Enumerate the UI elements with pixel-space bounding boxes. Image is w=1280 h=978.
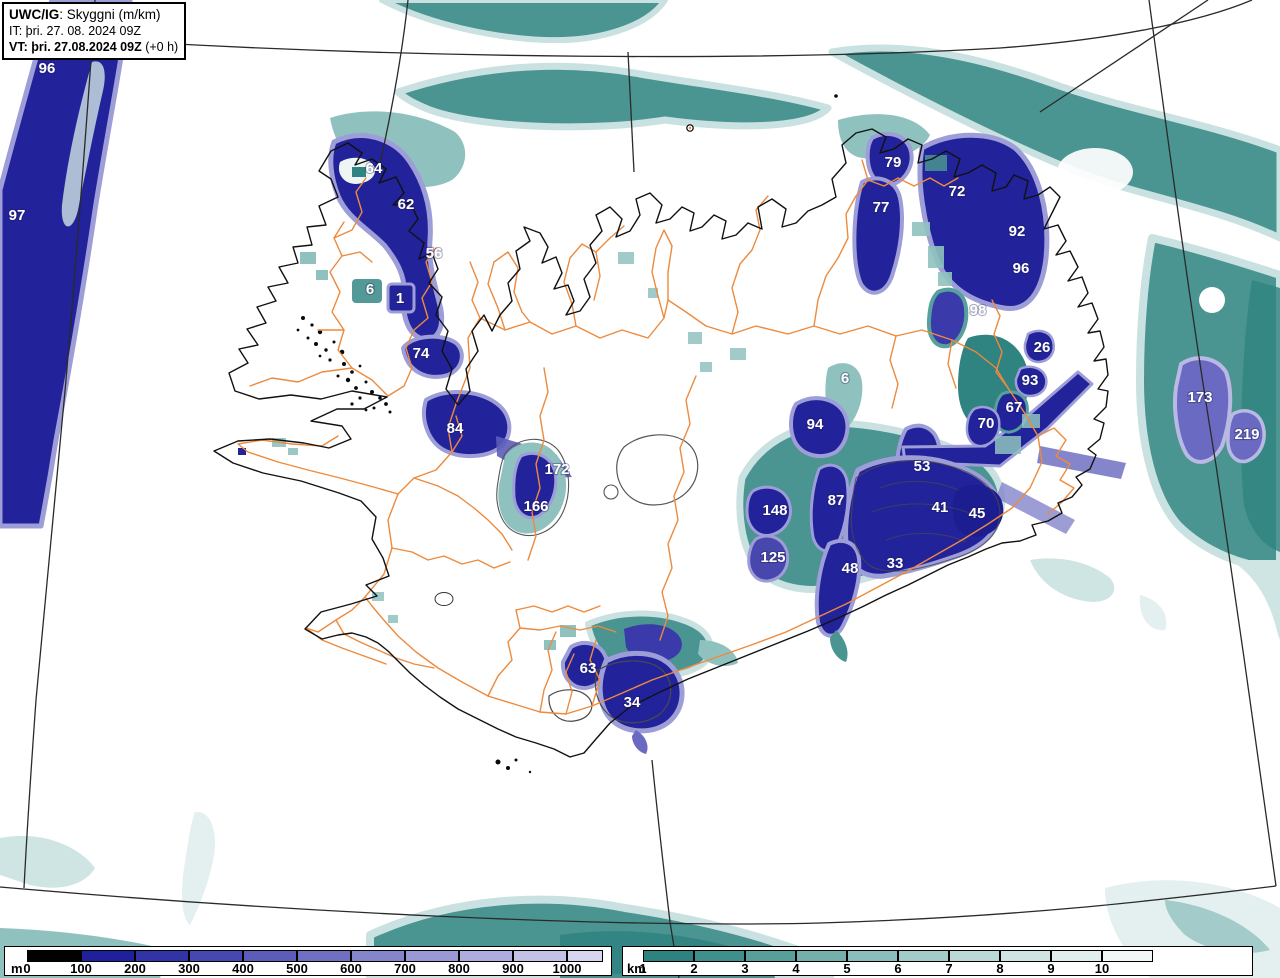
- map-value-label: 63: [580, 660, 597, 677]
- map-value-label: 219: [1234, 426, 1259, 443]
- legend-segment: [459, 950, 513, 962]
- legend-segment: [643, 950, 694, 962]
- legend-segment: [949, 950, 1000, 962]
- map-value-label: 34: [624, 694, 641, 711]
- product-title: UWC/IG: Skyggni (m/km): [9, 6, 178, 23]
- legend-segment: [189, 950, 243, 962]
- map-value-label: 84: [447, 420, 464, 437]
- legend-segment: [405, 950, 459, 962]
- map-value-label: 166: [523, 498, 548, 515]
- legend-tick-label: 100: [70, 961, 92, 976]
- legend-tick-label: 0: [23, 961, 31, 976]
- legend-segment: [745, 950, 796, 962]
- map-value-label: 98: [970, 302, 987, 319]
- map-value-label: 70: [978, 415, 995, 432]
- map-value-label: 41: [932, 499, 949, 516]
- legend-tick-label: 700: [394, 961, 416, 976]
- map-value-label: 97: [9, 207, 26, 224]
- legend-segment: [796, 950, 847, 962]
- legend-tick-label: 500: [286, 961, 308, 976]
- legend-tick-label: 1000: [552, 961, 582, 976]
- valid-time: VT: þri. 27.08.2024 09Z (+0 h): [9, 39, 178, 55]
- legend-kilometers: km 1 2 3 4 5 6 7 8 9 10: [622, 946, 1253, 976]
- map-value-label: 125: [760, 549, 785, 566]
- product-info-box: UWC/IG: Skyggni (m/km) IT: þri. 27. 08. …: [2, 2, 187, 61]
- map-value-label: 6: [841, 370, 849, 387]
- legend-segment: [898, 950, 949, 962]
- map-value-label: 96: [1013, 260, 1030, 277]
- legend-meters: m 0 100 200 300 400 500 600 700 800 900 1000: [4, 946, 612, 976]
- island-speckles: [296, 94, 838, 774]
- map-value-label: 92: [1009, 223, 1026, 240]
- legend-tick-label: 4: [792, 961, 800, 976]
- legend-segment: [351, 950, 405, 962]
- map-value-label: 94: [807, 416, 824, 433]
- valid-time-main: VT: þri. 27.08.2024 09Z: [9, 40, 142, 55]
- legend-tick-label: 7: [945, 961, 953, 976]
- legend-tick-label: 200: [124, 961, 146, 976]
- map-value-label: 64: [366, 160, 383, 177]
- legend-segment: [567, 950, 603, 962]
- legend-segment: [135, 950, 189, 962]
- map-value-label: 56: [426, 245, 443, 262]
- legend-tick-label: 300: [178, 961, 200, 976]
- legend-segment: [27, 950, 81, 962]
- legend-tick-label: 9: [1047, 961, 1055, 976]
- map-value-label: 33: [887, 555, 904, 572]
- legend-tick-label: 6: [894, 961, 902, 976]
- map-value-label: 87: [828, 492, 845, 509]
- map-value-label: 67: [1006, 399, 1023, 416]
- legend-tick-label: 900: [502, 961, 524, 976]
- legend-tick-label: 2: [690, 961, 698, 976]
- legend-segment: [1051, 950, 1102, 962]
- legend-tick-label: 5: [843, 961, 851, 976]
- legend-segment: [81, 950, 135, 962]
- map-value-label: 72: [949, 183, 966, 200]
- legend-tick-label: 400: [232, 961, 254, 976]
- map-value-label: 26: [1034, 339, 1051, 356]
- model-name: UWC/IG: [9, 7, 60, 22]
- legend-tick-label: 10: [1094, 961, 1110, 976]
- legend-segment: [1102, 950, 1153, 962]
- map-value-label: 148: [762, 502, 787, 519]
- map-value-label: 74: [413, 345, 430, 362]
- legend-segment: [243, 950, 297, 962]
- map-value-label: 1: [396, 290, 404, 307]
- legend-segment: [513, 950, 567, 962]
- map-value-label: 79: [885, 154, 902, 171]
- map-value-label: 48: [842, 560, 859, 577]
- init-time: IT: þri. 27. 08. 2024 09Z: [9, 24, 142, 39]
- map-value-label: 93: [1022, 372, 1039, 389]
- legend-tick-label: 1: [639, 961, 647, 976]
- map-value-label: 45: [969, 505, 986, 522]
- map-value-label: 62: [398, 196, 415, 213]
- map-value-label: 96: [39, 60, 56, 77]
- legend-tick-label: 3: [741, 961, 749, 976]
- product-name: : Skyggni (m/km): [59, 7, 161, 22]
- map-value-label: 6: [366, 281, 374, 298]
- legend-tick-label: 600: [340, 961, 362, 976]
- map-value-label: 53: [914, 458, 931, 475]
- legend-kilometers-unit: km: [627, 961, 646, 976]
- map-value-label: 77: [873, 199, 890, 216]
- map-value-label: 173: [1187, 389, 1212, 406]
- legend-segment: [297, 950, 351, 962]
- legend-meters-unit: m: [11, 961, 23, 976]
- coastline: [213, 128, 1109, 758]
- valid-time-offset: (+0 h): [141, 40, 179, 55]
- legend-segment: [694, 950, 745, 962]
- legend-tick-label: 800: [448, 961, 470, 976]
- value-labels: 96 97 64 62 56 6 1 74 84 172 166 63 34 6 94 87 148 125 48 3…: [8, 59, 1261, 712]
- legend-tick-label: 8: [996, 961, 1004, 976]
- legend-segment: [1000, 950, 1051, 962]
- legend-segment: [847, 950, 898, 962]
- map-value-label: 172: [544, 461, 569, 478]
